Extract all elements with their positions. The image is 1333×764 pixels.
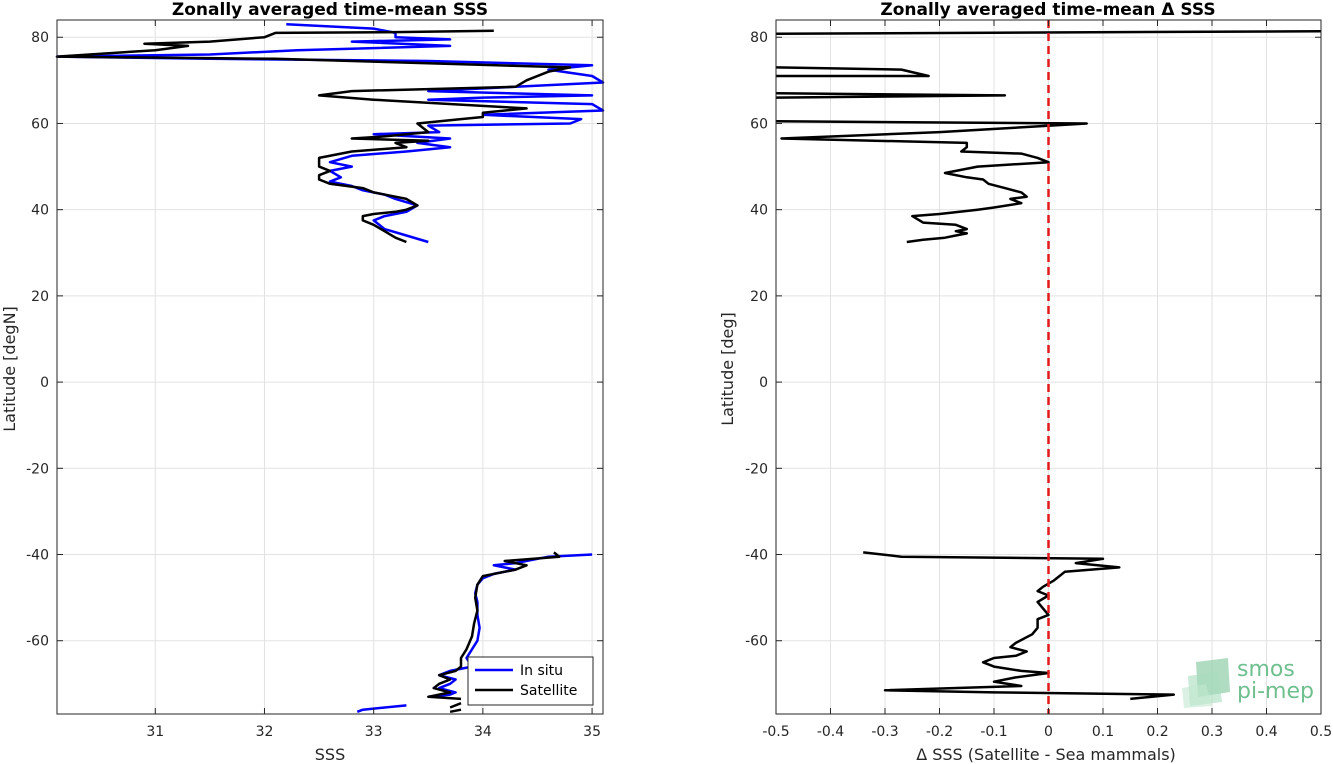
sss-panel: 31 32 33 34 35 80 60 40 20 0 -20 -40 -60 Zonally av…	[0, 0, 605, 764]
delta-sss-x-tick-label: 0.4	[1255, 724, 1277, 740]
delta-sss-y-tick-label: 0	[759, 375, 768, 391]
sss-y-axis-label: Latitude [degN]	[0, 306, 19, 432]
sss-x-tick-label: 32	[256, 724, 274, 740]
delta-sss-x-tick-label: 0.1	[1092, 724, 1114, 740]
sss-axes-frame	[56, 19, 604, 715]
sss-gridlines	[57, 20, 603, 714]
sss-x-tick-label: 34	[474, 724, 492, 740]
delta-sss-x-tick-label: 0.2	[1146, 724, 1168, 740]
sss-series	[55, 23, 605, 714]
delta-sss-series-delta-line	[775, 92, 1007, 99]
legend-satellite-label: Satellite	[520, 683, 577, 699]
delta-sss-y-axis-label: Latitude [deg]	[718, 312, 737, 426]
delta-sss-x-tick-label: -0.5	[762, 724, 789, 740]
delta-sss-y-tick-label: -60	[745, 634, 768, 650]
delta-sss-x-axis-label: Δ SSS (Satellite - Sea mammals)	[916, 745, 1176, 764]
sss-legend: In situ Satellite	[467, 656, 594, 706]
sss-chart-title: Zonally averaged time-mean SSS	[172, 0, 488, 20]
delta-sss-x-tick-label: 0.3	[1201, 724, 1223, 740]
delta-sss-series	[775, 29, 1322, 701]
legend-in-situ-label: In situ	[520, 663, 563, 679]
delta-sss-x-tick-label: -0.3	[871, 724, 898, 740]
delta-sss-tick-marks	[775, 20, 1322, 714]
sss-y-tick-label: -40	[26, 548, 49, 564]
logo-mark-layer-2	[1182, 684, 1212, 708]
sss-y-tick-label: -20	[26, 461, 49, 477]
delta-sss-y-tick-label: -40	[745, 548, 768, 564]
delta-sss-y-tick-label: 60	[750, 116, 768, 132]
sss-y-tick-labels: 80 60 40 20 0 -20 -40 -60	[26, 30, 49, 649]
delta-sss-panel: -0.5 -0.4 -0.3 -0.2 -0.1 0 0.1 0.2 0.3 0.4 0.5 80 6…	[718, 0, 1332, 764]
delta-sss-x-tick-label: -0.2	[926, 724, 953, 740]
sss-tick-marks	[57, 20, 603, 714]
delta-sss-series-delta-line	[775, 29, 1322, 36]
sss-series-in-situ-line	[356, 704, 407, 713]
delta-sss-y-tick-labels: 80 60 40 20 0 -20 -40 -60	[745, 30, 768, 649]
smos-pi-mep-logo: smos pi-mep	[1182, 657, 1314, 708]
sss-series-in-situ-line	[428, 553, 593, 699]
sss-x-tick-labels: 31 32 33 34 35	[146, 724, 601, 740]
delta-sss-series-delta-line	[775, 120, 1088, 244]
sss-y-tick-label: 0	[40, 375, 49, 391]
legend-box	[467, 656, 594, 706]
delta-sss-y-tick-label: 20	[750, 289, 768, 305]
sss-y-tick-label: 40	[31, 203, 49, 219]
delta-sss-series-delta-line	[775, 66, 930, 78]
delta-sss-x-tick-label: -0.1	[980, 724, 1007, 740]
sss-x-tick-label: 35	[583, 724, 601, 740]
sss-series-satellite-line	[449, 702, 462, 709]
logo-text-line1: smos	[1237, 657, 1295, 682]
sss-x-tick-label: 31	[146, 724, 164, 740]
sss-y-tick-label: 60	[31, 116, 49, 132]
delta-sss-y-tick-label: 40	[750, 203, 768, 219]
delta-sss-series-delta-line	[863, 551, 1176, 701]
delta-sss-x-tick-label: -0.4	[817, 724, 844, 740]
logo-text-line2: pi-mep	[1237, 679, 1314, 704]
sss-y-tick-label: 80	[31, 30, 49, 46]
sss-x-axis-label: SSS	[315, 745, 345, 764]
sss-y-tick-label: 20	[31, 289, 49, 305]
delta-sss-x-tick-label: 0.5	[1310, 724, 1332, 740]
sss-series-satellite-line	[427, 551, 561, 701]
delta-sss-y-tick-label: 80	[750, 30, 768, 46]
sss-x-tick-label: 33	[365, 724, 383, 740]
sss-y-tick-label: -60	[26, 634, 49, 650]
delta-sss-x-tick-labels: -0.5 -0.4 -0.3 -0.2 -0.1 0 0.1 0.2 0.3 0.4 0.5	[762, 724, 1332, 740]
sss-series-satellite-line	[449, 708, 462, 714]
delta-sss-chart-title: Zonally averaged time-mean Δ SSS	[880, 0, 1215, 20]
delta-sss-y-tick-label: -20	[745, 461, 768, 477]
delta-sss-x-tick-label: 0	[1044, 724, 1053, 740]
